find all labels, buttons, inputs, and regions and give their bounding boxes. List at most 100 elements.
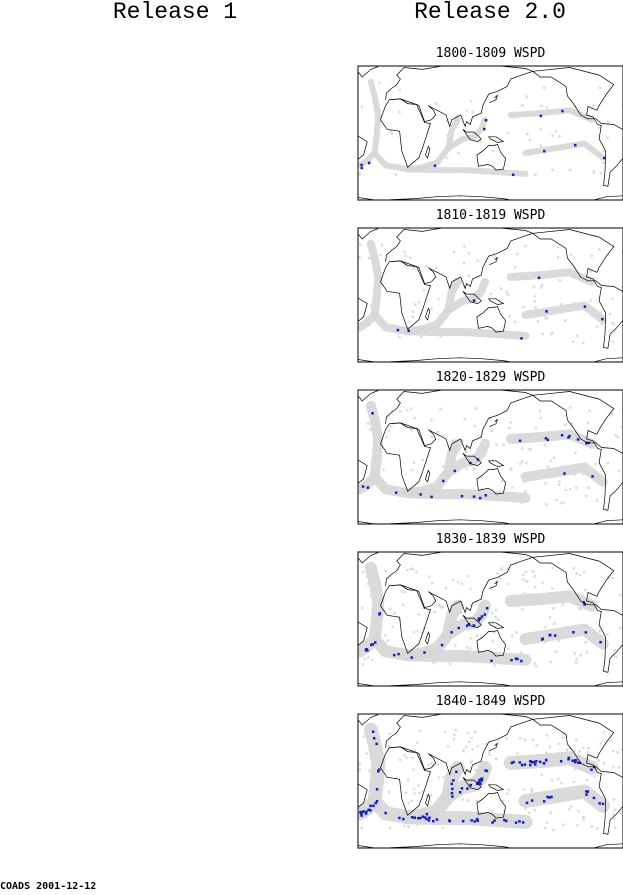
- coverage-cell: [474, 731, 477, 734]
- coverage-cell: [465, 468, 468, 471]
- coverage-cell: [431, 809, 434, 812]
- coverage-cell: [455, 123, 458, 126]
- coverage-cell: [449, 331, 452, 334]
- coverage-cell: [421, 459, 424, 462]
- coverage-cell: [576, 824, 579, 827]
- coverage-cell: [577, 810, 580, 813]
- coastline: [477, 145, 506, 171]
- ship-track-coverage: [526, 630, 603, 644]
- blue-cell: [423, 651, 426, 654]
- coverage-cell: [603, 150, 606, 153]
- coverage-cell: [411, 800, 414, 803]
- coverage-cell: [398, 111, 401, 114]
- coverage-cell: [612, 750, 615, 753]
- coverage-cell: [581, 759, 584, 762]
- coverage-cell: [471, 759, 474, 762]
- blue-cell: [484, 613, 487, 616]
- blue-cell: [598, 802, 601, 805]
- blue-cell: [375, 802, 378, 805]
- coverage-cell: [532, 738, 535, 741]
- coverage-cell: [591, 255, 594, 258]
- coverage-cell: [369, 649, 372, 652]
- coverage-cell: [562, 737, 565, 740]
- coverage-cell: [449, 663, 452, 666]
- blue-cell: [432, 820, 435, 823]
- blue-cell: [450, 631, 453, 634]
- coverage-cell: [424, 491, 427, 494]
- coverage-cell: [612, 813, 615, 816]
- coverage-cell: [551, 779, 554, 782]
- coverage-cell: [480, 444, 483, 447]
- coverage-cell: [535, 427, 538, 430]
- blue-cell: [461, 787, 464, 790]
- blue-cell: [402, 818, 405, 821]
- coverage-cell: [369, 428, 372, 431]
- blue-cell: [485, 119, 488, 122]
- blue-cell: [561, 434, 564, 437]
- coverage-cell: [534, 809, 537, 812]
- coverage-cell: [560, 782, 563, 785]
- coverage-cell: [564, 424, 567, 427]
- blue-cell: [369, 805, 372, 808]
- coverage-cell: [534, 173, 537, 176]
- coverage-cell: [389, 607, 392, 610]
- coverage-cell: [366, 489, 369, 492]
- blue-cell: [377, 770, 380, 773]
- coverage-cell: [430, 762, 433, 765]
- coverage-cell: [420, 335, 423, 338]
- coverage-cell: [366, 575, 369, 578]
- map: [353, 710, 623, 853]
- blue-cell: [459, 791, 462, 794]
- coverage-cell: [542, 333, 545, 336]
- coverage-cell: [468, 274, 471, 277]
- coverage-cell: [379, 254, 382, 256]
- coverage-cell: [521, 460, 524, 463]
- coverage-cell: [479, 140, 482, 143]
- coverage-cell: [435, 102, 438, 105]
- blue-cell: [481, 615, 484, 618]
- blue-cell: [362, 485, 365, 488]
- coverage-cell: [385, 436, 388, 439]
- coverage-cell: [535, 665, 538, 668]
- coverage-cell: [390, 425, 393, 428]
- coverage-cell: [476, 634, 479, 637]
- coverage-cell: [453, 614, 456, 617]
- coverage-cell: [613, 798, 616, 801]
- coverage-cell: [379, 122, 382, 125]
- coverage-cell: [575, 572, 578, 575]
- blue-cell: [584, 305, 587, 308]
- blue-cell: [428, 817, 431, 820]
- blue-cell: [470, 819, 473, 822]
- coverage-cell: [521, 502, 524, 505]
- coverage-cell: [585, 495, 588, 498]
- coverage-cell: [594, 762, 597, 765]
- coverage-cell: [551, 588, 554, 591]
- coverage-cell: [420, 820, 423, 823]
- coverage-cell: [590, 270, 593, 273]
- ship-track-coverage: [371, 244, 458, 331]
- blue-cell: [458, 627, 461, 630]
- blue-cell: [426, 813, 429, 816]
- coverage-cell: [536, 744, 539, 747]
- coverage-cell: [465, 646, 468, 649]
- coverage-cell: [409, 256, 412, 259]
- blue-cell: [371, 412, 374, 415]
- blue-cell: [543, 762, 546, 765]
- coverage-cell: [496, 572, 499, 575]
- panel-title: 1830-1839 WSPD: [436, 532, 546, 547]
- coastline: [381, 261, 431, 329]
- coverage-cell: [391, 625, 394, 628]
- coverage-cell: [612, 577, 615, 580]
- coverage-cell: [587, 470, 590, 473]
- blue-cell: [424, 816, 427, 819]
- coverage-cell: [492, 150, 495, 153]
- blue-cell: [436, 818, 439, 821]
- blue-cell: [422, 816, 425, 819]
- blue-cell: [428, 819, 431, 822]
- coverage-cell: [458, 821, 461, 824]
- blue-cell: [470, 784, 473, 787]
- blue-cell: [561, 110, 564, 113]
- coverage-cell: [544, 482, 547, 485]
- coverage-cell: [588, 409, 591, 412]
- coverage-cell: [582, 342, 585, 345]
